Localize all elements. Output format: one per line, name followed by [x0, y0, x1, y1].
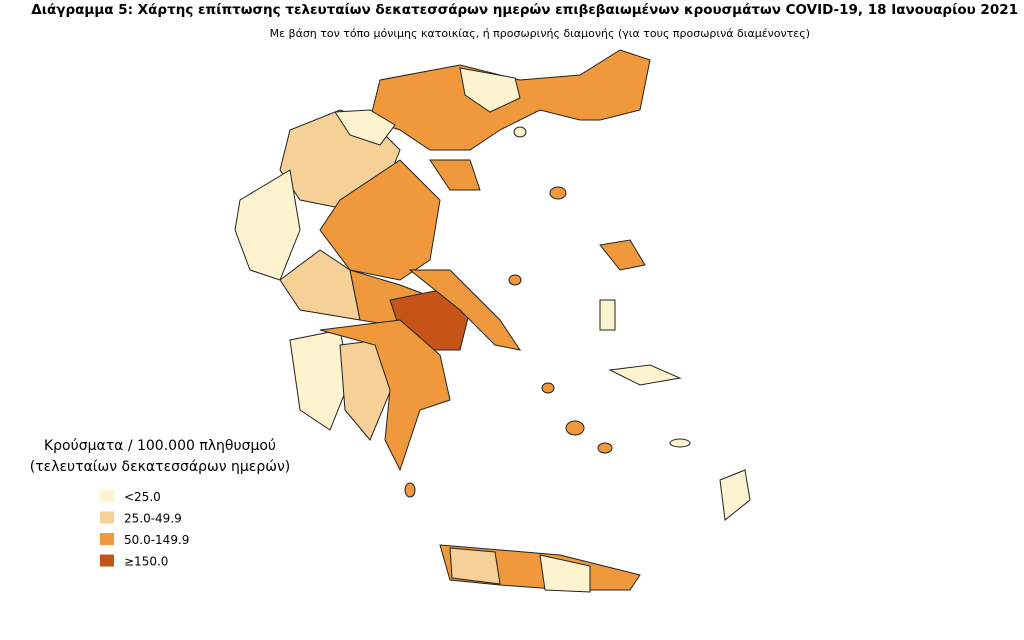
legend-label: 25.0-49.9 [124, 512, 182, 526]
region [234, 169, 301, 281]
region [459, 67, 521, 113]
region [334, 109, 396, 146]
island [549, 186, 567, 200]
legend-title: (τελευταίων δεκατεσσάρων ημερών) [30, 459, 291, 475]
island [669, 438, 691, 448]
island [541, 382, 555, 394]
island [513, 126, 527, 138]
legend-label: <25.0 [124, 490, 161, 504]
island [565, 420, 585, 436]
region [449, 547, 501, 585]
island [508, 274, 522, 286]
title: Διάγραμμα 5: Χάρτης επίπτωσης τελευταίων… [31, 2, 1018, 18]
legend-swatch [100, 533, 114, 545]
region [719, 469, 751, 521]
legend-title: Κρούσματα / 100.000 πληθυσμού [44, 438, 276, 454]
legend-label: 50.0-149.9 [124, 533, 189, 547]
legend-swatch [100, 554, 114, 567]
legend-swatch [100, 490, 114, 502]
region [539, 554, 591, 593]
region [319, 319, 451, 472]
island [404, 482, 416, 498]
region [608, 364, 682, 386]
legend-label: ≥150.0 [124, 555, 168, 569]
island [597, 442, 613, 454]
region [429, 159, 481, 191]
subtitle: Με βάση τον τόπο μόνιμης κατοικίας, ή πρ… [270, 27, 810, 40]
region [408, 269, 522, 351]
legend-swatch [100, 511, 114, 524]
legend: Κρούσματα / 100.000 πληθυσμού (τελευταίων… [30, 438, 291, 569]
region [599, 239, 646, 271]
region [599, 299, 616, 331]
map [234, 49, 751, 593]
